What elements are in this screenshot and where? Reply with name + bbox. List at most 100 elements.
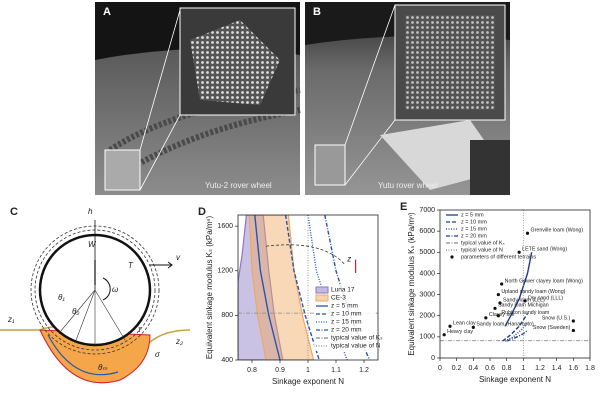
y-tick-label: 6000: [419, 228, 435, 235]
y-tick-label: 4000: [419, 270, 435, 277]
y-tick-label: 0: [431, 355, 435, 362]
legend-label: parameters of different terrains: [461, 254, 536, 260]
y-tick-label: 400: [221, 357, 233, 364]
x-tick-label: 0.4: [468, 365, 478, 372]
x-tick-label: 0.8: [247, 367, 257, 374]
band: [248, 215, 315, 360]
curve: [254, 215, 281, 360]
diagram-label: σ: [155, 350, 161, 359]
terrain-point: [448, 324, 452, 328]
point-label: Grenville loam (Wong): [531, 228, 584, 234]
legend-label: z = 20 mm: [461, 233, 487, 239]
legend-swatch: [315, 286, 329, 294]
diagram-label: θₘ: [98, 363, 107, 372]
caption: Yutu rover wheel: [378, 181, 438, 190]
point-label: Snow (Sweden): [533, 325, 571, 331]
annotation-arrow: [265, 244, 345, 265]
x-axis-label: Sinkage exponent N: [272, 377, 344, 386]
diagram-label: v: [176, 253, 181, 262]
point-label: Heavy clay: [447, 329, 473, 335]
terrain-point: [471, 325, 475, 329]
plot-area: [238, 215, 378, 360]
legend-label: z = 10 mm: [461, 219, 487, 225]
panel-label: E: [400, 201, 407, 213]
terrain-point: [493, 306, 497, 310]
panel-label: D: [198, 206, 206, 218]
panel-label: C: [10, 206, 18, 218]
photo-b: B Yutu rover wheel: [305, 2, 510, 195]
point-label: Snow (U.S.): [542, 315, 571, 321]
legend-swatch: [315, 294, 329, 302]
legend-label: z = 20 mm: [331, 327, 362, 334]
diagram-label: h: [88, 207, 93, 216]
x-tick-label: 0: [438, 365, 442, 372]
legend-label: z = 5 mm: [331, 303, 358, 310]
y-tick-label: 1600: [217, 223, 233, 230]
x-tick-label: 1: [306, 367, 310, 374]
x-tick-label: 0.6: [485, 365, 495, 372]
plot-area: [440, 210, 590, 358]
point-label: Rubicon sandy loam: [501, 310, 550, 316]
photo-a: A Yutu-2 rover wheel: [95, 2, 301, 195]
diagram-label: ω: [112, 285, 118, 294]
x-tick-label: 0.9: [275, 367, 285, 374]
point-label: Sandy loam Michigan: [498, 303, 549, 309]
legend-label: typical value of N: [331, 343, 381, 350]
terrain-point: [442, 333, 446, 337]
terrain-point: [500, 282, 504, 286]
legend-label: typical value of Kₛ: [461, 240, 505, 246]
y-tick-label: 800: [221, 312, 233, 319]
x-tick-label: 1.2: [359, 367, 369, 374]
diagram-label: z₂: [175, 337, 183, 346]
x-tick-label: 1: [521, 365, 525, 372]
terrain-point: [571, 328, 575, 333]
caption: Yutu-2 rover wheel: [205, 181, 272, 190]
y-tick-label: 5000: [419, 249, 435, 256]
y-tick-label: 7000: [419, 207, 435, 214]
diagram-label: T: [128, 261, 134, 270]
x-tick-label: 0.2: [452, 365, 462, 372]
terrain-point: [498, 301, 502, 305]
legend-label: typical value of Kₛ: [331, 335, 383, 342]
terrain-point: [517, 250, 521, 254]
curve: [284, 215, 320, 360]
x-tick-label: 1.8: [585, 365, 595, 372]
terrain-point: [525, 231, 530, 235]
terrain-point: [496, 292, 500, 297]
legend-label: CE-3: [331, 295, 346, 302]
annotation: z: [346, 255, 351, 264]
diagram-label: θ₁: [58, 293, 65, 302]
wheel-diagram: C: [0, 206, 191, 384]
legend-swatch: [450, 255, 454, 259]
panel-label: B: [313, 6, 321, 18]
x-tick-label: 1.2: [535, 365, 545, 372]
y-axis-label: Equivalent sinkage modulus Kₛ (kPa/mⁿ): [205, 216, 214, 360]
y-tick-label: 2000: [419, 313, 435, 320]
curve: [307, 215, 348, 360]
point-label: Sandy loam (Hanamoto): [476, 322, 534, 328]
legend-label: z = 10 mm: [331, 311, 362, 318]
terrain-point: [571, 319, 575, 323]
point-label: Clayey soil: [489, 312, 515, 318]
point-label: Lean clay: [453, 321, 476, 327]
diagram-label: τ: [138, 325, 142, 334]
y-axis-label: Equivalent sinkage modulus Kₛ (kPa/mⁿ): [407, 212, 416, 356]
point-label: Upland sandy loam (Wong): [501, 289, 565, 295]
legend-label: Luna 17: [331, 287, 355, 294]
legend-label: z = 15 mm: [331, 319, 362, 326]
plot-frame: [439, 209, 591, 359]
y-tick-label: 3000: [419, 291, 435, 298]
diagram-label: z₁: [7, 315, 15, 324]
y-tick-label: 1000: [419, 334, 435, 341]
x-tick-label: 1.1: [331, 367, 341, 374]
terrain-point: [496, 314, 500, 318]
terrain-point: [484, 316, 488, 320]
diagram-label: W: [88, 240, 97, 249]
x-tick-label: 0.8: [502, 365, 512, 372]
curve: [504, 252, 533, 327]
terrain-point: [523, 299, 527, 303]
point-label: Dry sand (LLL): [528, 295, 563, 301]
x-tick-label: 1.6: [568, 365, 578, 372]
panel-label: A: [103, 6, 111, 18]
